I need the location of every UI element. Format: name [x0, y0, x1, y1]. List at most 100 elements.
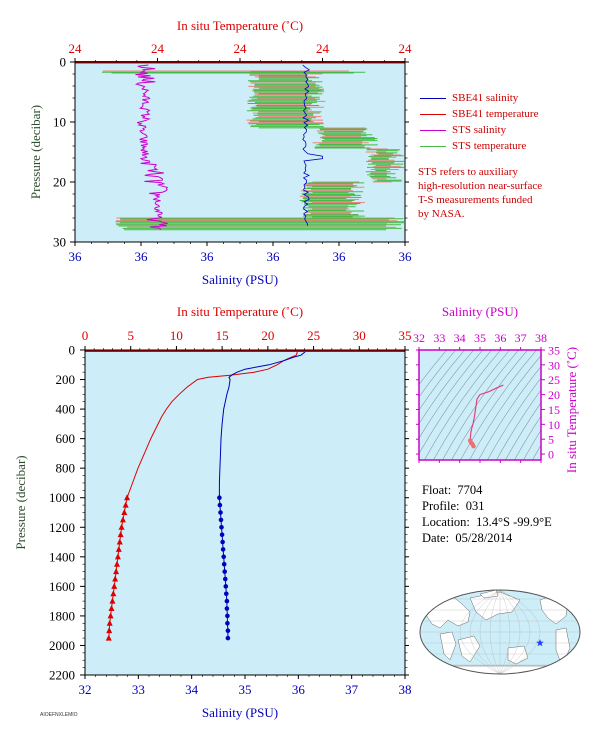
ts-top-tick-label: 36	[494, 331, 506, 345]
temperature-point	[109, 597, 116, 604]
y-tick-label: 600	[56, 431, 76, 446]
ts-top-tick-label: 35	[474, 331, 486, 345]
salinity-point	[217, 495, 222, 501]
temperature-point	[105, 634, 112, 641]
bottom-tick-label: 34	[185, 682, 199, 697]
legend-label: STS temperature	[452, 140, 527, 152]
y-axis-title: Pressure (decibar)	[28, 105, 43, 199]
footer-tag: AIOEFNXLEMIO	[40, 712, 78, 718]
density-contour	[532, 444, 541, 460]
salinity-point	[224, 591, 229, 597]
legend-sts-salinity: STS salinity	[420, 124, 506, 136]
bottom-tick-label: 36	[135, 249, 149, 264]
y-tick-label: 2200	[49, 668, 75, 683]
top-axis-title: In situ Temperature (˚C)	[177, 18, 303, 33]
legend-swatch	[420, 129, 446, 131]
density-contour	[419, 350, 466, 411]
salinity-point	[224, 606, 230, 611]
temperature-point	[116, 538, 123, 545]
ts-top-tick-label: 38	[535, 331, 547, 345]
legend-sbe41-temperature: SBE41 temperature	[420, 108, 538, 120]
y-tick-label: 20	[53, 175, 66, 190]
bottom-tick-label: 32	[79, 682, 92, 697]
legend-label: STS salinity	[452, 124, 507, 136]
y-tick-label: 1200	[49, 520, 75, 535]
plot-area	[85, 350, 405, 675]
location-info: Location: 13.4°S -99.9°E	[422, 515, 552, 530]
temperature-point	[119, 516, 126, 523]
density-contour	[496, 389, 541, 460]
density-contour	[505, 402, 541, 460]
legend-label: SBE41 temperature	[452, 108, 539, 120]
salinity-point	[223, 584, 229, 589]
ts-top-tick-label: 34	[454, 331, 466, 345]
bottom-tick-label: 36	[292, 682, 306, 697]
legend-label: SBE41 salinity	[452, 92, 519, 104]
salinity-point	[218, 517, 224, 523]
legend-note-line: STS refers to auxiliary	[418, 166, 518, 178]
world-map	[419, 589, 581, 675]
ts-right-tick-label: 15	[548, 403, 560, 417]
top-tick-label: 24	[399, 41, 413, 56]
top-tick-label: 0	[82, 328, 89, 343]
top-tick-label: 5	[127, 328, 134, 343]
bottom-tick-label: 38	[399, 682, 412, 697]
salinity-point	[221, 561, 227, 567]
top-tick-label: 10	[170, 328, 183, 343]
density-contour	[523, 429, 541, 460]
legend-swatch	[420, 113, 446, 115]
date-value: 05/28/2014	[455, 531, 513, 545]
density-contour	[478, 366, 541, 460]
ts-right-tick-label: 0	[548, 448, 554, 462]
y-tick-label: 2000	[49, 638, 75, 653]
ts-right-tick-label: 25	[548, 373, 560, 387]
y-tick-label: 10	[53, 115, 66, 130]
temperature-point	[110, 590, 117, 597]
y-tick-label: 1000	[49, 490, 75, 505]
full-profile-chart: 0 5 10 15 20 25 30 35 32 33 34 35 36 37 38 0 200 400 600 80…	[13, 304, 412, 720]
legend-note-line: by NASA.	[418, 208, 465, 220]
temperature-line	[108, 350, 298, 639]
density-contour	[514, 415, 541, 460]
salinity-point	[225, 628, 231, 633]
salinity-point	[225, 621, 230, 626]
salinity-point	[225, 635, 231, 641]
temperature-point	[117, 531, 124, 538]
y-tick-label: 400	[56, 402, 76, 417]
legend-swatch	[420, 97, 446, 99]
temperature-point	[111, 582, 118, 589]
y-tick-label: 200	[56, 372, 76, 387]
salinity-point	[220, 539, 225, 545]
salinity-point	[223, 576, 228, 582]
ts-right-tick-label: 35	[548, 344, 560, 358]
temperature-point	[115, 545, 122, 552]
bottom-tick-label: 33	[132, 682, 145, 697]
density-contour	[460, 350, 538, 460]
salinity-point	[218, 510, 223, 515]
density-contour	[469, 355, 541, 460]
salinity-point	[222, 569, 227, 574]
top-tick-label: 35	[399, 328, 412, 343]
temperature-point	[113, 568, 120, 575]
temperature-point	[107, 612, 114, 619]
legend-sts-temperature: STS temperature	[420, 140, 526, 152]
ts-right-tick-label: 5	[548, 433, 554, 447]
date-label: Date:	[422, 531, 450, 545]
top-axis-title: In situ Temperature (˚C)	[177, 304, 303, 319]
ts-y-axis-title: In situ Temperature (˚C)	[564, 347, 579, 473]
density-contour	[433, 350, 511, 460]
location-label: Location:	[422, 515, 470, 529]
map-outline	[419, 589, 581, 675]
density-contour	[419, 350, 475, 425]
salinity-point	[225, 613, 230, 619]
temperature-point	[108, 605, 115, 612]
bottom-tick-label: 36	[333, 249, 347, 264]
density-contour	[451, 350, 529, 460]
x-axis-title: Salinity (PSU)	[202, 705, 278, 720]
continent	[439, 631, 457, 661]
salinity-point	[220, 547, 226, 552]
top-tick-label: 24	[151, 41, 165, 56]
temperature-point	[118, 523, 125, 530]
